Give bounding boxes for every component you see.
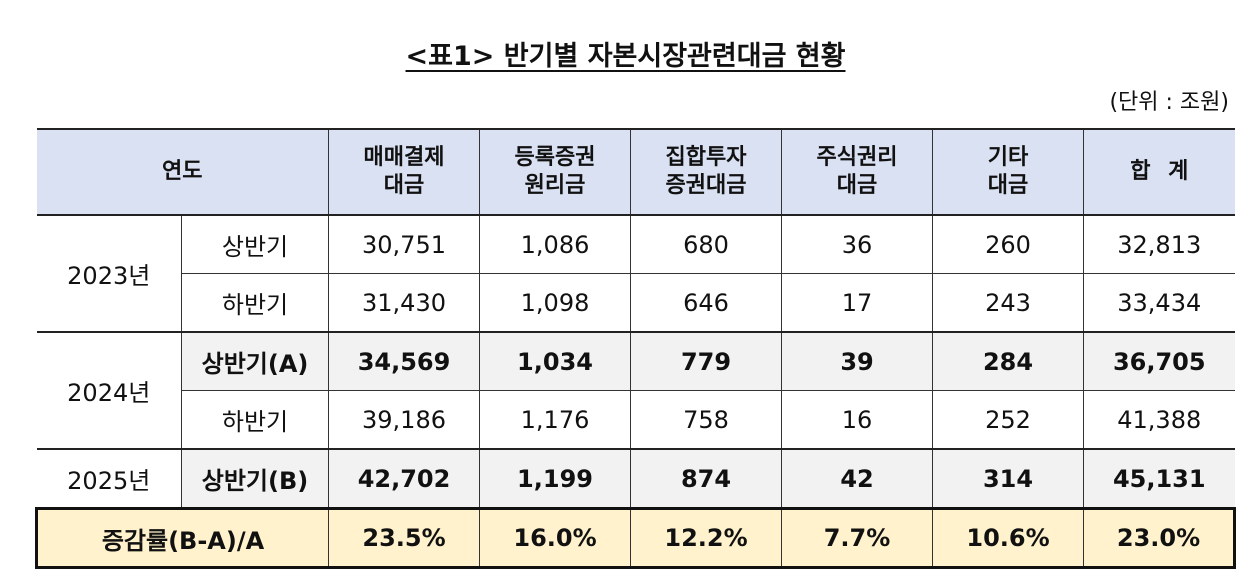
value-cell: 680: [630, 214, 783, 274]
year-cell: 2024년: [36, 331, 182, 450]
half-cell: 상반기: [180, 214, 330, 274]
value-cell: 1,098: [479, 273, 632, 333]
half-cell: 상반기(B): [180, 448, 330, 509]
value-cell: 1,199: [479, 448, 632, 509]
table-row: 2023년 상반기 30,751 1,086 680 36 260 32,813: [36, 214, 1235, 333]
value-cell: 874: [630, 448, 783, 509]
growth-rate-cell: 12.2%: [630, 507, 783, 569]
value-cell: 31,430: [328, 273, 481, 333]
value-cell: 34,569: [328, 331, 481, 391]
value-cell: 30,751: [328, 214, 481, 274]
table-row: 하반기 31,430 1,098 646 17 243 33,434: [37, 273, 1235, 333]
year-cell: 2025년: [36, 448, 182, 509]
table-row: 2024년 상반기(A) 34,569 1,034 779 39 284 36,…: [36, 331, 1235, 450]
value-cell: 39,186: [328, 390, 481, 450]
table-row: 2025년 상반기(B) 42,702 1,199 874 42 314 45,…: [36, 448, 1235, 509]
value-cell: 260: [932, 214, 1085, 274]
unit-label: (단위 : 조원): [1109, 90, 1229, 115]
header-row: 연도 매매결제 대금 등록증권 원리금 집합투자 증권대금 주식권리 대금 기타 대금 합…: [36, 128, 1235, 216]
value-cell: 42: [781, 448, 934, 509]
growth-rate-cell: 23.0%: [1083, 507, 1237, 569]
total-cell: 41,388: [1083, 390, 1235, 450]
header-total: 합 계: [1083, 128, 1235, 216]
growth-rate-cell: 23.5%: [328, 507, 481, 569]
header-stock-rights: 주식권리 대금: [781, 128, 934, 216]
growth-rate-label: 증감률(B-A)/A: [34, 507, 330, 569]
value-cell: 16: [781, 390, 934, 450]
total-cell: 32,813: [1083, 214, 1235, 274]
total-cell: 33,434: [1083, 273, 1235, 333]
growth-rate-cell: 16.0%: [479, 507, 632, 569]
table-row: 하반기 39,186 1,176 758 16 252 41,388: [37, 390, 1235, 450]
header-period: 연도: [36, 128, 330, 216]
value-cell: 758: [630, 390, 783, 450]
value-cell: 284: [932, 331, 1085, 391]
growth-rate-row: 증감률(B-A)/A 23.5% 16.0% 12.2% 7.7% 10.6% …: [34, 507, 1237, 569]
table-title: <표1> 반기별 자본시장관련대금 현황: [405, 41, 846, 72]
header-settlement: 매매결제 대금: [328, 128, 481, 216]
half-cell: 하반기: [180, 390, 330, 450]
total-cell: 36,705: [1083, 331, 1235, 391]
value-cell: 243: [932, 273, 1085, 333]
value-cell: 1,034: [479, 331, 632, 391]
value-cell: 252: [932, 390, 1085, 450]
growth-rate-cell: 7.7%: [781, 507, 934, 569]
header-collective-investment: 집합투자 증권대금: [630, 128, 783, 216]
year-cell: 2023년: [36, 214, 182, 333]
half-cell: 하반기: [180, 273, 330, 333]
value-cell: 39: [781, 331, 934, 391]
value-cell: 1,176: [479, 390, 632, 450]
half-cell: 상반기(A): [180, 331, 330, 391]
capital-market-table: 연도 매매결제 대금 등록증권 원리금 집합투자 증권대금 주식권리 대금 기타 대금 합…: [34, 128, 1237, 569]
value-cell: 646: [630, 273, 783, 333]
value-cell: 17: [781, 273, 934, 333]
header-other: 기타 대금: [932, 128, 1085, 216]
header-registered-securities: 등록증권 원리금: [479, 128, 632, 216]
value-cell: 314: [932, 448, 1085, 509]
value-cell: 779: [630, 331, 783, 391]
total-cell: 45,131: [1083, 448, 1235, 509]
value-cell: 36: [781, 214, 934, 274]
value-cell: 42,702: [328, 448, 481, 509]
value-cell: 1,086: [479, 214, 632, 274]
growth-rate-cell: 10.6%: [932, 507, 1085, 569]
